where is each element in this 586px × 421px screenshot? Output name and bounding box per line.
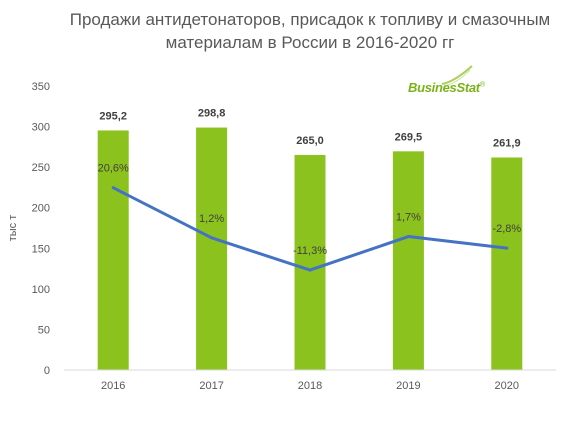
bar-data-label: 261,9 bbox=[493, 137, 521, 149]
bar-data-label: 265,0 bbox=[296, 135, 324, 147]
y-axis: 0 50 100 150 200 250 300 350 тыс т bbox=[7, 81, 50, 377]
bars: 295,2 298,8 265,0 269,5 261,9 bbox=[97, 108, 523, 371]
bar-data-label: 295,2 bbox=[99, 110, 127, 122]
bar bbox=[196, 127, 228, 371]
y-tick-label: 200 bbox=[32, 203, 50, 215]
y-tick-label: 150 bbox=[32, 243, 50, 255]
growth-point bbox=[210, 236, 214, 240]
bar-data-label: 269,5 bbox=[395, 131, 423, 143]
x-tick-label: 2019 bbox=[396, 380, 420, 392]
y-tick-label: 250 bbox=[32, 162, 50, 174]
bar bbox=[392, 151, 424, 370]
x-axis: 2016 2017 2018 2019 2020 bbox=[64, 369, 556, 392]
growth-point bbox=[406, 235, 410, 239]
y-tick-label: 100 bbox=[32, 284, 50, 296]
x-tick-label: 2020 bbox=[495, 380, 519, 392]
growth-line: 20,6% 1,2% -11,3% 1,7% -2,8% bbox=[98, 163, 521, 272]
growth-data-label: 20,6% bbox=[98, 163, 129, 175]
x-tick-label: 2016 bbox=[101, 380, 125, 392]
growth-point bbox=[308, 268, 312, 272]
bar bbox=[491, 157, 523, 370]
logo-swoosh-icon bbox=[441, 65, 473, 87]
y-tick-label: 300 bbox=[32, 122, 50, 134]
growth-point bbox=[505, 246, 509, 250]
chart-title: Продажи антидетонаторов, присадок к топл… bbox=[69, 10, 551, 52]
businesstat-logo: BusinesStat® bbox=[408, 80, 485, 95]
y-tick-label: 350 bbox=[32, 81, 50, 93]
growth-data-label: -2,8% bbox=[492, 223, 521, 235]
x-tick-label: 2017 bbox=[199, 380, 223, 392]
growth-data-label: 1,7% bbox=[396, 212, 421, 224]
y-tick-label: 50 bbox=[38, 324, 50, 336]
bar-data-label: 298,8 bbox=[198, 108, 226, 120]
bar bbox=[97, 130, 129, 370]
x-tick-label: 2018 bbox=[298, 380, 322, 392]
y-tick-label: 0 bbox=[44, 365, 50, 377]
growth-point bbox=[111, 186, 115, 190]
y-axis-label: тыс т bbox=[7, 215, 19, 242]
growth-data-label: -11,3% bbox=[293, 245, 327, 257]
bar bbox=[294, 154, 326, 370]
growth-data-label: 1,2% bbox=[199, 213, 224, 225]
